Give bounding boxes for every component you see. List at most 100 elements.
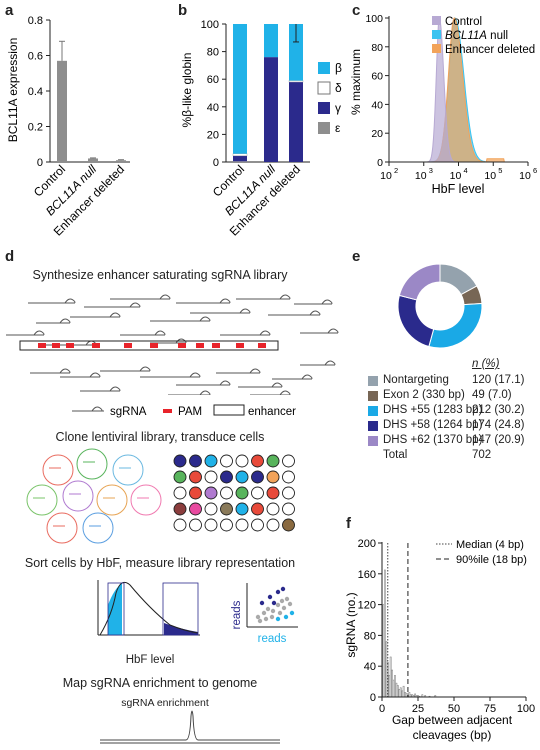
scatter-point: [270, 615, 274, 619]
lentiviral-plasmid: [83, 513, 113, 543]
sgrna-legend-loop: [92, 407, 102, 411]
chart-b-bar-segment: [264, 57, 278, 162]
transduced-cell: [283, 503, 295, 515]
transduced-cell: [174, 519, 186, 531]
chart-b-ytick-label: 80: [207, 47, 219, 59]
lentiviral-plasmid: [77, 449, 107, 479]
low-gate-fill: [108, 583, 122, 635]
transduced-cell: [252, 519, 264, 531]
chart-a-bar: [57, 61, 67, 162]
chart-a-ytick-label: 0: [37, 157, 43, 169]
transduced-cell: [252, 503, 264, 515]
lentiviral-plasmid: [63, 481, 93, 511]
hbf-level-label: HbF level: [100, 654, 200, 666]
scatter-point: [271, 609, 275, 613]
scatter-point: [260, 601, 264, 605]
transduced-cell: [236, 471, 248, 483]
chart-a-ytick-label: 0.4: [28, 86, 43, 98]
chart-c-xtick-exponent: 4: [464, 166, 468, 175]
chart-c-ylabel: % maximum: [349, 49, 363, 115]
median-legend-label: Median (4 bp): [456, 539, 524, 551]
sgrna-read-loop: [325, 361, 335, 365]
transduced-cell: [236, 519, 248, 531]
pam-site: [196, 343, 204, 348]
sgrna-read-loop: [260, 331, 270, 335]
sgrna-read-loop: [60, 369, 70, 373]
pam-site: [66, 343, 74, 348]
chart-c-ytick-label: 80: [371, 42, 383, 54]
legend-label: DHS +58 (1264 bp): [383, 419, 482, 431]
scatter-point: [284, 615, 288, 619]
chart-b-bar-segment: [233, 156, 247, 162]
chart-f: sgRNA (no.) 04080120160200 0 25 50 75 100 Ga…: [340, 530, 540, 750]
reads-y-label: reads: [231, 600, 243, 629]
legend-count: 120 (17.1): [472, 374, 524, 386]
transduced-cell: [252, 487, 264, 499]
scatter-point: [276, 617, 280, 621]
chart-b-legend-label: γ: [335, 101, 341, 115]
transduced-cell: [236, 455, 248, 467]
chart-f-ytick-label: 200: [358, 538, 376, 550]
sgrna-read-loop: [155, 331, 165, 335]
chart-f-bar: [392, 670, 393, 697]
sort-diagram: reads reads: [0, 575, 340, 650]
chart-f-bar: [399, 689, 400, 697]
chart-b-legend-label: ε: [335, 121, 341, 135]
chart-b-legend-swatch: [318, 82, 330, 94]
scatter-point: [272, 601, 276, 605]
reads-x-label: reads: [258, 633, 287, 645]
donut-slice: [398, 295, 434, 346]
table-row: Nontargeting 120 (17.1): [368, 374, 540, 389]
chart-c-xtick-exponent: 5: [498, 166, 502, 175]
scatter-point: [282, 606, 286, 610]
p90-legend-label: 90%ile (18 bp): [456, 554, 527, 566]
chart-b-ytick-label: 100: [201, 19, 219, 31]
chart-c-legend-suffix: null: [487, 30, 508, 42]
library-diagram: [0, 285, 340, 395]
transduced-cell: [221, 455, 233, 467]
chart-c-legend-label: Control: [445, 16, 482, 28]
chart-c-ytick-label: 20: [371, 128, 383, 140]
legend-swatch: [368, 406, 378, 416]
legend-swatch: [368, 421, 378, 431]
transduced-cell: [221, 503, 233, 515]
lentiviral-plasmid: [131, 485, 161, 515]
chart-f-ytick-label: 40: [364, 661, 376, 673]
legend-label: DHS +62 (1370 bp): [383, 434, 482, 446]
chart-f-bar: [390, 657, 391, 697]
sgrna-read-loop: [130, 303, 140, 307]
table-row: Exon 2 (330 bp) 49 (7.0): [368, 389, 540, 404]
pam-site: [178, 343, 186, 348]
chart-f-xlabel-line1: Gap between adjacent: [392, 713, 513, 727]
transduced-cell: [221, 471, 233, 483]
chart-b-bar-segment: [289, 82, 303, 162]
sgrna-read-loop: [240, 309, 250, 313]
transduced-cell: [190, 487, 202, 499]
transduced-cell: [205, 455, 217, 467]
chart-f-bar: [387, 662, 388, 697]
sgrna-read-loop: [200, 391, 210, 395]
chart-f-bar: [393, 680, 394, 697]
sgrna-read-loop: [190, 373, 200, 377]
chart-b-legend-label: δ: [335, 81, 342, 95]
scatter-point: [290, 611, 294, 615]
chart-c-ytick-label: 60: [371, 71, 383, 83]
legend-count: 49 (7.0): [472, 389, 512, 401]
chart-f-ytick-label: 80: [364, 630, 376, 642]
chart-f-bar: [396, 683, 397, 697]
scatter-point: [276, 603, 280, 607]
chart-c-legend-label: BCL11A null: [445, 30, 508, 42]
chart-f-xtick-label: 100: [517, 703, 535, 715]
chart-c-xtick-exponent: 6: [533, 166, 537, 175]
transduced-cell: [221, 487, 233, 499]
chart-b-ytick-label: 60: [207, 74, 219, 86]
sgrna-read-loop: [90, 373, 100, 377]
legend-swatch: [368, 391, 378, 401]
pam-site: [92, 343, 100, 348]
transduced-cell: [267, 455, 279, 467]
chart-b-ytick-label: 0: [213, 157, 219, 169]
pam-site: [258, 343, 266, 348]
total-value: 702: [472, 449, 491, 461]
chart-b-bar-segment: [233, 24, 247, 154]
